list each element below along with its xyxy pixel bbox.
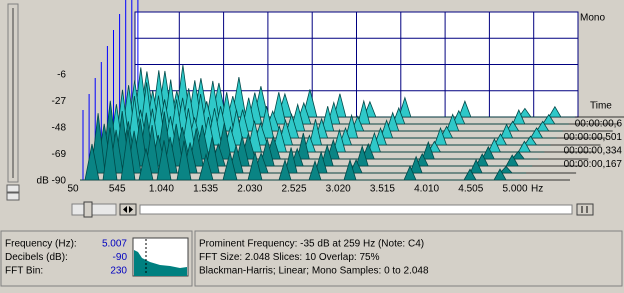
x-label: 3.020 <box>326 184 351 195</box>
x-label: 50 <box>67 184 79 195</box>
x-label: 3.515 <box>370 184 395 195</box>
scroll-end-button[interactable] <box>576 203 594 216</box>
time-label: 00:00:00,334 <box>564 146 623 157</box>
spectrum-slice <box>122 79 563 132</box>
time-labels: 00:00:00,6 00:00:00,501 00:00:00,334 00:00:… <box>564 119 623 171</box>
slider-button-down[interactable] <box>6 192 20 201</box>
y-label: -48 <box>52 123 67 134</box>
time-label: 00:00:00,501 <box>564 132 623 143</box>
x-label: 1.040 <box>149 184 174 195</box>
time-label: 00:00:00,167 <box>564 159 623 170</box>
x-unit: Hz <box>531 184 543 195</box>
info-label: Frequency (Hz): <box>5 239 77 250</box>
end-icon <box>581 206 588 213</box>
channel-label: Mono <box>580 13 605 24</box>
mini-spectrum-fill <box>134 250 187 276</box>
info-label: FFT Bin: <box>5 266 43 277</box>
y-label: -69 <box>52 149 67 160</box>
zoom-thumb[interactable] <box>83 201 93 218</box>
spectrum-slice <box>86 113 527 174</box>
spectrum-slice <box>134 64 575 118</box>
x-labels: 50 545 1.040 1.535 2.030 2.525 3.020 3.515 4.010… <box>67 184 528 195</box>
info-value: 230 <box>110 266 127 277</box>
scroll-step-buttons[interactable] <box>119 203 137 216</box>
x-label: 2.030 <box>237 184 262 195</box>
scroll-track[interactable] <box>139 204 573 215</box>
x-label: 4.505 <box>458 184 483 195</box>
info-label: Decibels (dB): <box>5 252 68 263</box>
x-label: 2.525 <box>281 184 306 195</box>
spectrum-slice <box>80 127 520 181</box>
details-line: Prominent Frequency: -35 dB at 259 Hz (N… <box>199 239 424 250</box>
y-labels: -6 -27 -48 -69 dB -90 <box>37 70 67 187</box>
back-grid <box>134 11 579 118</box>
x-label: 545 <box>109 184 126 195</box>
spectrum-slice <box>98 100 539 160</box>
spectrum-slice <box>110 89 551 146</box>
x-label: 5.000 <box>502 184 527 195</box>
y-label: -6 <box>57 70 66 81</box>
time-label: 00:00:00,6 <box>575 119 623 130</box>
details-lines: Prominent Frequency: -35 dB at 259 Hz (N… <box>199 239 429 277</box>
details-panel <box>194 230 623 287</box>
info-value: 5.007 <box>102 239 127 250</box>
details-line: FFT Size: 2.048 Slices: 10 Overlap: 75% <box>199 252 380 263</box>
step-arrows <box>123 206 133 213</box>
x-label: 1.535 <box>193 184 218 195</box>
y-label: -27 <box>52 96 67 107</box>
spectrum-slices <box>80 0 624 181</box>
zoom-slider[interactable] <box>71 203 117 216</box>
details-line: Blackman-Harris; Linear; Mono Samples: 0… <box>199 266 429 277</box>
slider-button-up[interactable] <box>6 184 20 193</box>
info-value: -90 <box>113 252 128 263</box>
info-rows: Frequency (Hz): 5.007 Decibels (dB): -90 FFT… <box>5 239 127 277</box>
x-label: 4.010 <box>414 184 439 195</box>
time-axis-label: Time <box>590 101 612 112</box>
y-label: dB -90 <box>37 176 67 187</box>
